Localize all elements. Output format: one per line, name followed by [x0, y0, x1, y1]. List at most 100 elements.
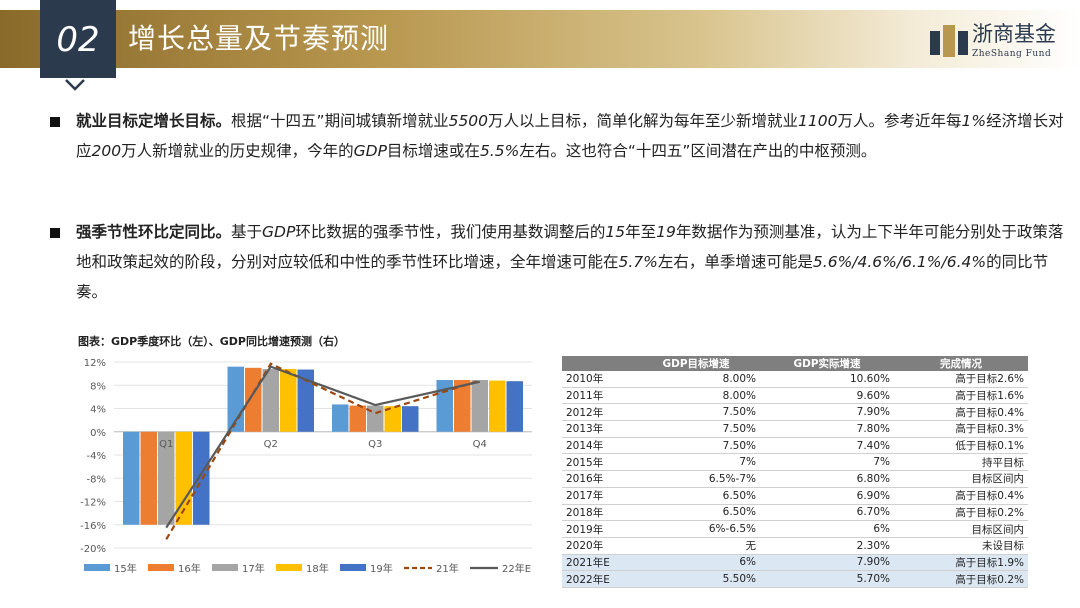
- gdp-target-table: GDP目标增速 GDP实际增速 完成情况 2010年 8.00% 10.60% 高于目…: [562, 356, 1028, 588]
- status-cell: 持平目标: [894, 453, 1028, 472]
- paragraph-text: 年至: [625, 223, 657, 241]
- status-cell: 高于目标1.9%: [894, 554, 1028, 572]
- status-cell: 目标区间内: [894, 470, 1028, 488]
- actual-cell: 6.80%: [760, 470, 894, 488]
- paragraph-text: 万人以上目标，简单化解为每年至少新增就业: [488, 112, 799, 130]
- table-row: 2011年 8.00% 9.60% 高于目标1.6%: [562, 387, 1028, 405]
- target-cell: 6.50%: [632, 487, 760, 505]
- year-cell: 2018年: [562, 504, 632, 522]
- bar-19年-Q3: [402, 406, 419, 432]
- logo-mark-icon: [930, 25, 968, 57]
- table-row: 2016年 6.5%-7% 6.80% 目标区间内: [562, 470, 1028, 488]
- table-row: 2022年E 5.50% 5.70% 高于目标0.2%: [562, 570, 1028, 588]
- bar-16年-Q1: [140, 431, 157, 525]
- actual-cell: 9.60%: [760, 387, 894, 405]
- x-tick-label: Q3: [368, 439, 382, 450]
- paragraph-text: 万人新增就业的历史规律，今年的: [121, 142, 354, 160]
- company-logo: 浙商基金 ZheShang Fund: [930, 20, 1070, 64]
- line-series-21年: [165, 362, 481, 540]
- numeric-figure: 5.5%: [479, 142, 520, 160]
- bar-19年-Q2: [297, 369, 314, 432]
- numeric-figure: 5500: [448, 112, 489, 130]
- target-cell: 无: [632, 537, 760, 555]
- target-cell: 5.50%: [632, 570, 760, 588]
- table-header-cell: 完成情况: [894, 356, 1028, 371]
- status-cell: 低于目标0.1%: [894, 437, 1028, 455]
- logo-chinese-name: 浙商基金: [972, 22, 1056, 46]
- paragraph-lead: 就业目标定增长目标。: [76, 112, 232, 130]
- target-cell: 6.5%-7%: [632, 470, 760, 488]
- numeric-figure: 200: [91, 142, 122, 160]
- year-cell: 2022年E: [562, 570, 632, 588]
- y-tick-label: 4%: [90, 405, 106, 416]
- target-cell: 6.50%: [632, 504, 760, 522]
- y-tick-label: -16%: [80, 521, 106, 532]
- numeric-figure: 1%: [961, 112, 987, 130]
- status-cell: 高于目标2.6%: [894, 371, 1028, 388]
- paragraph-text: 的同比节奏。: [76, 253, 1049, 301]
- bar-16年-Q4: [454, 380, 471, 432]
- bar-19年-Q4: [506, 381, 523, 432]
- bar-19年-Q1: [193, 431, 210, 525]
- year-cell: 2010年: [562, 371, 632, 388]
- actual-cell: 5.70%: [760, 570, 894, 588]
- year-cell: 2015年: [562, 453, 632, 472]
- numeric-figure: 15: [605, 223, 626, 241]
- numeric-figure: GDP: [353, 142, 387, 160]
- actual-cell: 7.40%: [760, 437, 894, 455]
- bar-18年-Q3: [384, 406, 401, 432]
- paragraph-text: 经济增长对应: [76, 112, 1064, 160]
- numeric-figure: 1100: [798, 112, 838, 130]
- chevron-down-icon: [65, 79, 85, 91]
- legend-label: 21年: [436, 562, 459, 575]
- table-row: 2021年E 6% 7.90% 高于目标1.9%: [562, 554, 1028, 572]
- bullet-icon: [50, 117, 60, 127]
- actual-cell: 10.60%: [760, 371, 894, 388]
- legend-label: 17年: [242, 562, 265, 575]
- legend-label: 19年: [370, 562, 393, 575]
- table-row: 2012年 7.50% 7.90% 高于目标0.4%: [562, 403, 1028, 422]
- year-cell: 2016年: [562, 470, 632, 488]
- table-row: 2020年无 2.30% 未设目标: [562, 537, 1028, 555]
- paragraph-text: 根据“十四五”期间城镇新增就业: [231, 112, 449, 130]
- target-cell: 7.50%: [632, 437, 760, 455]
- bar-15年-Q3: [332, 404, 349, 432]
- legend-swatch: [340, 564, 366, 571]
- bar-17年-Q2: [262, 368, 279, 432]
- section-number-tab: [40, 0, 116, 78]
- legend-swatch: [276, 564, 302, 571]
- y-tick-label: 0%: [90, 428, 106, 439]
- paragraph-text: 环比数据的强季节性，我们使用基数调整后的: [295, 223, 606, 241]
- numeric-figure: 5.6%/4.6%/6.1%/6.4%: [812, 253, 987, 271]
- bar-15年-Q4: [436, 380, 453, 432]
- paragraph-text: 左右。这也符合“十四五”区间潜在产出的中枢预测。: [519, 142, 877, 160]
- bullet-icon: [50, 228, 60, 238]
- year-cell: 2012年: [562, 403, 632, 422]
- y-tick-label: -20%: [80, 544, 106, 555]
- table-header-row: GDP目标增速 GDP实际增速 完成情况: [562, 356, 1028, 371]
- status-cell: 目标区间内: [894, 520, 1028, 538]
- bar-16年-Q2: [245, 367, 262, 432]
- year-cell: 2017年: [562, 487, 632, 505]
- page-title: 增长总量及节奏预测: [128, 22, 390, 55]
- bar-17年-Q4: [471, 380, 488, 432]
- status-cell: 高于目标1.6%: [894, 387, 1028, 405]
- numeric-figure: GDP: [262, 223, 296, 241]
- y-tick-label: 12%: [84, 358, 106, 369]
- status-cell: 高于目标0.2%: [894, 570, 1028, 588]
- actual-cell: 6.90%: [760, 487, 894, 505]
- paragraph-text: 年数据作为预测基准，认为上下半年可能分别处于政策落地和政策起效的阶段，分别对应较…: [76, 223, 1064, 271]
- status-cell: 未设目标: [894, 537, 1028, 555]
- target-cell: 8.00%: [632, 371, 760, 388]
- logo-english-name: ZheShang Fund: [972, 49, 1052, 59]
- bar-15年-Q1: [123, 431, 140, 525]
- year-cell: 2013年: [562, 420, 632, 438]
- year-cell: 2011年: [562, 387, 632, 405]
- actual-cell: 2.30%: [760, 537, 894, 555]
- x-tick-label: Q2: [264, 439, 278, 450]
- target-cell: 7%: [632, 453, 760, 472]
- legend-swatch: [212, 564, 238, 571]
- section-number: 02: [56, 20, 100, 60]
- paragraph-seasonality: 强季节性环比定同比。基于GDP环比数据的强季节性，我们使用基数调整后的15年至1…: [76, 217, 1066, 307]
- legend-swatch: [84, 564, 110, 571]
